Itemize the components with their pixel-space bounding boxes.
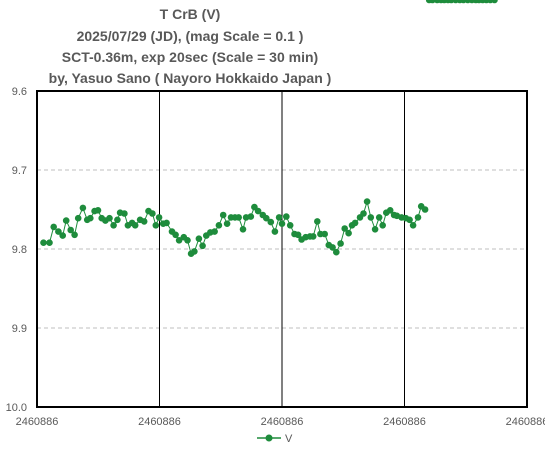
data-point [121,210,128,217]
data-point [247,213,255,220]
data-point [271,228,279,235]
data-point [149,210,156,217]
data-point [152,222,160,229]
data-point [163,219,170,227]
chart-title-line-3: SCT-0.36m, exp 20sec (Scale = 30 min) [61,49,319,65]
y-tick-labels: 9.6 9.7 9.8 9.9 10.0 [6,86,27,414]
y-tick-label: 9.8 [12,244,27,256]
data-point [50,223,57,231]
data-point [367,214,375,221]
x-tick-label: 2460886 [383,416,426,428]
data-point [345,229,352,237]
data-point [184,237,191,244]
data-point [286,222,294,229]
data-point [87,214,94,222]
data-point [341,225,349,232]
data-point [421,206,429,213]
data-point [55,228,62,235]
data-point [386,207,394,214]
data-point [337,240,344,247]
data-point [191,248,198,255]
data-point [199,242,206,250]
plot-area-frame [36,90,528,408]
data-point [314,218,321,225]
data-point [140,218,148,225]
data-point [195,235,203,242]
data-point [40,239,47,246]
data-point [211,228,218,235]
data-point [321,230,329,238]
data-point [155,214,163,221]
data-point [46,239,53,246]
chart-title-line-2: 2025/07/29 (JD), (mag Scale = 0.1 ) [76,28,304,44]
data-point [219,211,227,219]
data-point [131,222,139,229]
x-tick-label: 2460886 [16,416,59,428]
data-point [62,217,70,224]
data-point [379,222,387,229]
data-point [309,233,317,240]
x-tick-labels: 2460886 2460886 2460886 2460886 2460886 [16,416,545,428]
data-point [235,214,242,221]
data-point [406,216,413,224]
data-point [175,237,183,244]
series-group [40,0,498,257]
data-point [223,220,231,227]
data-point [360,210,367,217]
data-point [74,214,82,222]
legend-label: V [285,433,293,445]
data-point [278,220,286,227]
data-point [351,219,359,227]
data-point [371,226,379,233]
data-point [333,248,340,256]
data-point [172,231,179,239]
y-tick-label: 9.6 [12,86,27,98]
data-point [294,231,302,239]
x-tick-label: 2460886 [261,416,304,428]
data-point [59,232,66,239]
legend: V [257,433,293,445]
data-point [263,214,270,222]
data-point [491,0,498,4]
data-point [283,213,290,220]
data-point [67,226,74,234]
data-point [94,207,102,214]
data-point [215,222,223,229]
y-tick-label: 10.0 [6,402,27,414]
data-point [275,214,283,221]
data-point [254,207,262,215]
data-point [414,214,422,221]
x-tick-label: 2460886 [506,416,545,428]
data-point [71,231,78,239]
data-point [79,204,87,212]
data-point [409,222,417,229]
data-point [106,214,113,222]
data-point [329,244,336,251]
x-tick-label: 2460886 [138,416,181,428]
data-point [375,214,383,221]
data-point [239,226,247,233]
legend-marker [265,434,273,442]
data-point [114,216,121,224]
data-point [110,222,117,229]
chart-title-line-4: by, Yasuo Sano ( Nayoro Hokkaido Japan ) [48,70,332,86]
chart-title-line-1: T CrB (V) [159,6,221,22]
y-tick-label: 9.9 [12,323,27,335]
data-point [363,198,371,205]
data-point [267,218,275,226]
y-tick-label: 9.7 [12,165,27,177]
